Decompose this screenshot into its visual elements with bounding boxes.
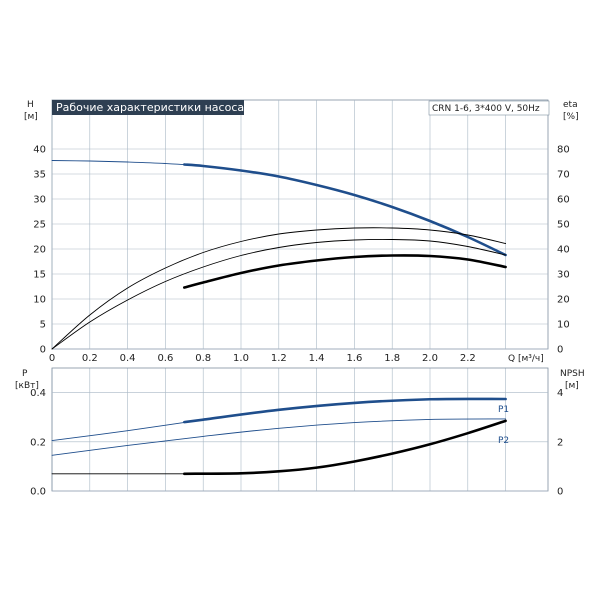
eta-tick-label: 0 <box>557 345 563 356</box>
q-tick-label: 0.2 <box>82 353 98 364</box>
q-tick-label: 2.2 <box>460 353 476 364</box>
p-axis-unit: [кВт] <box>15 381 39 391</box>
eta-tick-label: 30 <box>557 270 570 281</box>
chart-title: Рабочие характеристики насоса <box>56 101 244 114</box>
q-tick-label: 1.4 <box>309 353 325 364</box>
series-label-p1: P1 <box>498 405 509 415</box>
series-layer <box>51 160 507 476</box>
h-tick-label: 10 <box>33 295 46 306</box>
eta-tick-label: 10 <box>557 320 570 331</box>
q-axis-label: Q [м³/ч] <box>508 354 544 364</box>
title-box <box>52 100 244 115</box>
q-tick-label: 0.4 <box>120 353 136 364</box>
npsh-tick-label: 0 <box>557 487 563 498</box>
model-box <box>428 100 550 116</box>
h-tick-label: 20 <box>33 245 46 256</box>
q-tick-label: 1.0 <box>233 353 249 364</box>
eta-tick-label: 40 <box>557 245 570 256</box>
lower-plot-frame <box>51 367 549 492</box>
eta-axis-unit: [%] <box>563 112 579 122</box>
upper-series-line-1 <box>183 163 507 257</box>
series-label-p2: P2 <box>498 436 509 446</box>
npsh-tick-label: 2 <box>557 437 563 448</box>
lower-series-line-1 <box>183 397 507 424</box>
q-tick-label: 2.0 <box>422 353 438 364</box>
h-tick-label: 0 <box>40 345 46 356</box>
q-tick-label: 0 <box>49 353 55 364</box>
upper-series-line-4 <box>183 254 507 289</box>
h-axis-label: H <box>27 100 34 110</box>
eta-tick-label: 20 <box>557 295 570 306</box>
q-tick-label: 0.6 <box>157 353 173 364</box>
q-tick-label: 1.6 <box>346 353 362 364</box>
lower-series-line-4 <box>183 419 507 476</box>
h-tick-label: 25 <box>33 220 46 231</box>
p-axis-label: P <box>22 369 28 379</box>
upper-plot-frame <box>51 99 549 350</box>
npsh-tick-label: 4 <box>557 388 563 399</box>
q-tick-label: 0.8 <box>195 353 211 364</box>
p-tick-label: 0.0 <box>30 487 46 498</box>
eta-axis-label: eta <box>563 100 578 110</box>
lower-grid <box>51 367 549 492</box>
h-tick-label: 5 <box>40 320 46 331</box>
npsh-axis-label: NPSH <box>560 369 585 379</box>
model-label: CRN 1-6, 3*400 V, 50Hz <box>432 104 540 114</box>
q-tick-label: 1.2 <box>271 353 287 364</box>
eta-tick-label: 70 <box>557 170 570 181</box>
h-tick-label: 35 <box>33 170 46 181</box>
upper-series-line-2 <box>51 238 507 350</box>
h-tick-label: 30 <box>33 195 46 206</box>
eta-tick-label: 50 <box>557 220 570 231</box>
h-axis-unit: [м] <box>24 112 38 122</box>
npsh-axis-unit: [м] <box>565 381 579 391</box>
upper-series-line-3 <box>51 227 507 350</box>
upper-grid <box>51 99 549 350</box>
h-tick-label: 40 <box>33 145 46 156</box>
p-tick-label: 0.2 <box>30 437 46 448</box>
eta-tick-label: 80 <box>557 145 570 156</box>
p-tick-label: 0.4 <box>30 388 46 399</box>
h-tick-label: 15 <box>33 270 46 281</box>
eta-tick-label: 60 <box>557 195 570 206</box>
q-tick-label: 1.8 <box>384 353 400 364</box>
lower-series-line-2 <box>51 418 507 456</box>
